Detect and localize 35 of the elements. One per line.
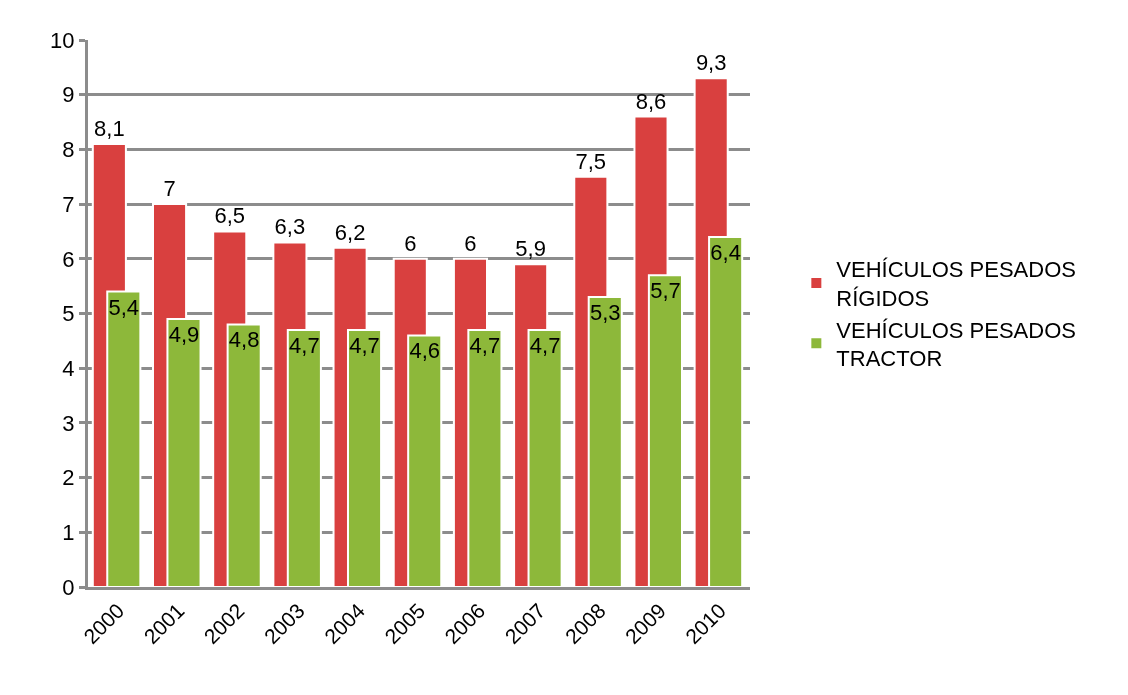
data-label: 7,5 (575, 148, 607, 174)
data-label: 7 (163, 176, 176, 202)
data-label: 5,7 (650, 278, 681, 304)
data-label: 6 (404, 230, 417, 256)
data-label: 6,4 (710, 239, 741, 265)
y-tick-label: 6 (62, 246, 75, 272)
data-label: 4,9 (168, 321, 200, 347)
data-label: 4,7 (529, 332, 561, 358)
data-label: 6,3 (274, 214, 306, 240)
data-label: 9,3 (695, 50, 727, 76)
y-tick-label: 5 (62, 301, 75, 327)
data-label: 5,3 (589, 300, 621, 326)
legend-label: VEHÍCULOS PESADOS TRACTOR (836, 317, 1076, 372)
data-label: 5,4 (108, 294, 140, 320)
y-tick-label: 0 (62, 574, 75, 600)
y-tick-label: 3 (62, 410, 75, 436)
data-label: 6,5 (214, 203, 246, 229)
y-tick-label: 2 (62, 465, 75, 491)
data-label: 8,6 (635, 88, 667, 114)
y-tick-label: 1 (62, 520, 75, 545)
y-tick-label: 9 (62, 82, 75, 108)
y-tick-label: 4 (62, 355, 75, 381)
y-tick-label: 8 (62, 137, 75, 163)
data-label: 4,8 (228, 327, 260, 353)
data-label: 8,1 (94, 115, 125, 141)
data-label: 5,9 (515, 236, 546, 262)
data-label: 6 (464, 230, 477, 256)
legend-label: VEHÍCULOS PESADOS RÍGIDOS (836, 257, 1076, 311)
data-label: 6,2 (334, 219, 366, 245)
data-label: 4,7 (289, 332, 320, 358)
y-tick-label: 7 (62, 191, 75, 217)
y-tick-label: 10 (50, 27, 75, 53)
data-label: 4,7 (469, 332, 501, 358)
data-label: 4,7 (349, 332, 380, 358)
data-label: 4,6 (409, 338, 441, 364)
